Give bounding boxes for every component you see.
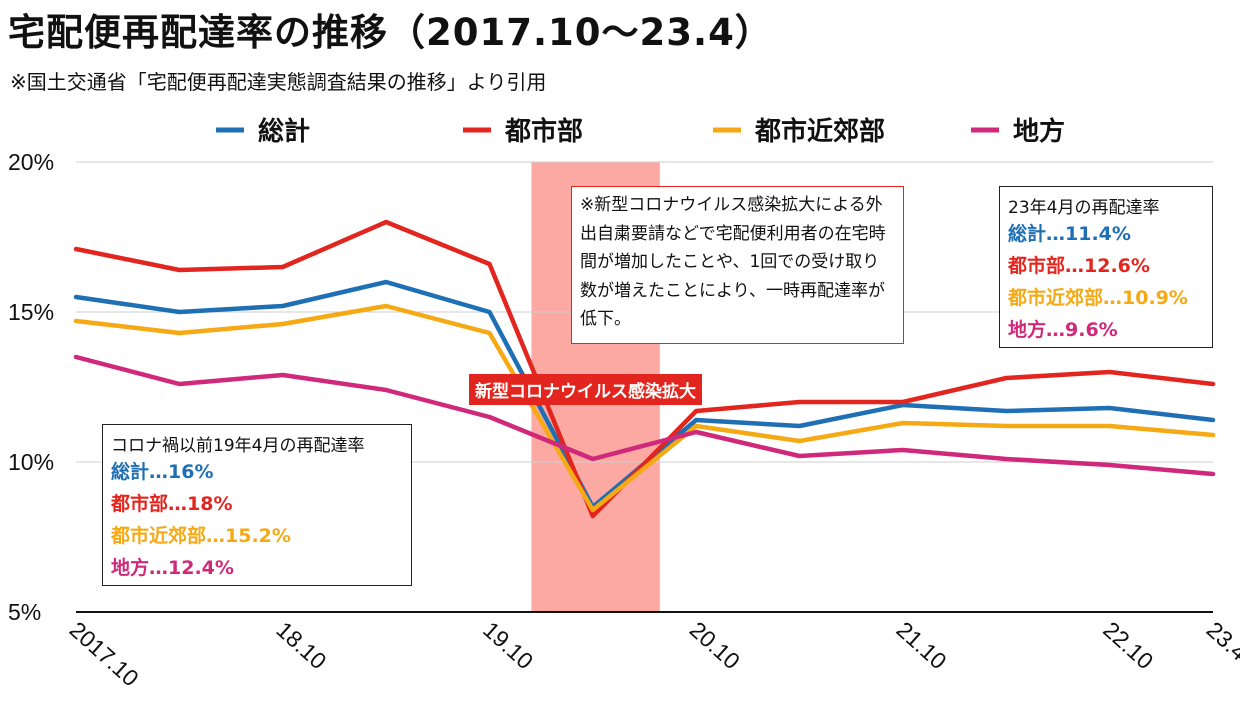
summary-box-2023-title: 23年4月の再配達率 — [1008, 198, 1160, 218]
chart-title: 宅配便再配達率の推移（2017.10〜23.4） — [8, 11, 773, 54]
legend-label-suburban: 都市近郊部 — [754, 116, 885, 147]
x-tick-label: 18.10 — [271, 616, 331, 674]
summary-2023-suburban: 都市近郊部…10.9% — [1008, 287, 1188, 309]
y-tick-label: 10% — [8, 449, 54, 475]
summary-2023-urban: 都市部…12.6% — [1008, 255, 1150, 277]
legend-label-urban: 都市部 — [504, 116, 583, 147]
summary-2019-suburban: 都市近郊部…15.2% — [111, 525, 291, 547]
summary-box-2023: 23年4月の再配達率 総計…11.4% 都市部…12.6% 都市近郊部…10.9… — [999, 186, 1213, 348]
summary-2019-total: 総計…16% — [111, 461, 214, 483]
y-tick-label: 20% — [8, 149, 54, 175]
x-tick-label: 23.4 — [1202, 616, 1240, 665]
series-line-rural — [73, 354, 1216, 477]
summary-box-2019-title: コロナ禍以前19年4月の再配達率 — [111, 436, 365, 456]
summary-2023-rural: 地方…9.6% — [1008, 319, 1118, 341]
legend-label-total: 総計 — [258, 116, 310, 147]
series-line-urban — [73, 219, 1216, 519]
summary-2019-rural: 地方…12.4% — [111, 557, 234, 579]
summary-box-2019: コロナ禍以前19年4月の再配達率 総計…16% 都市部…18% 都市近郊部…15… — [102, 424, 412, 586]
summary-2023-total: 総計…11.4% — [1008, 223, 1131, 245]
x-tick-label: 22.10 — [1098, 616, 1158, 674]
legend: 総計 都市部 都市近郊部 地方 — [216, 116, 1065, 147]
corona-band-label: 新型コロナウイルス感染拡大 — [469, 374, 702, 405]
y-axis-tick-labels: 20% 15% 10% 5% — [8, 149, 54, 625]
series-lines — [73, 219, 1216, 519]
x-axis-tick-labels: 2017.10 18.10 19.10 20.10 21.10 22.10 23.4 — [65, 616, 1240, 691]
series-line-suburban — [73, 303, 1216, 513]
x-tick-label: 20.10 — [685, 616, 745, 674]
y-tick-label: 5% — [8, 599, 41, 625]
legend-label-rural: 地方 — [1013, 116, 1065, 147]
y-tick-label: 15% — [8, 299, 54, 325]
x-tick-label: 19.10 — [478, 616, 538, 674]
summary-2019-urban: 都市部…18% — [111, 493, 233, 515]
x-tick-label: 2017.10 — [65, 616, 144, 691]
x-tick-label: 21.10 — [892, 616, 952, 674]
corona-explanation-note: ※新型コロナウイルス感染拡大による外出自粛要請などで宅配便利用者の在宅時間が増加… — [571, 186, 904, 344]
chart-subtitle: ※国土交通省「宅配便再配達実態調査結果の推移」より引用 — [10, 70, 547, 94]
